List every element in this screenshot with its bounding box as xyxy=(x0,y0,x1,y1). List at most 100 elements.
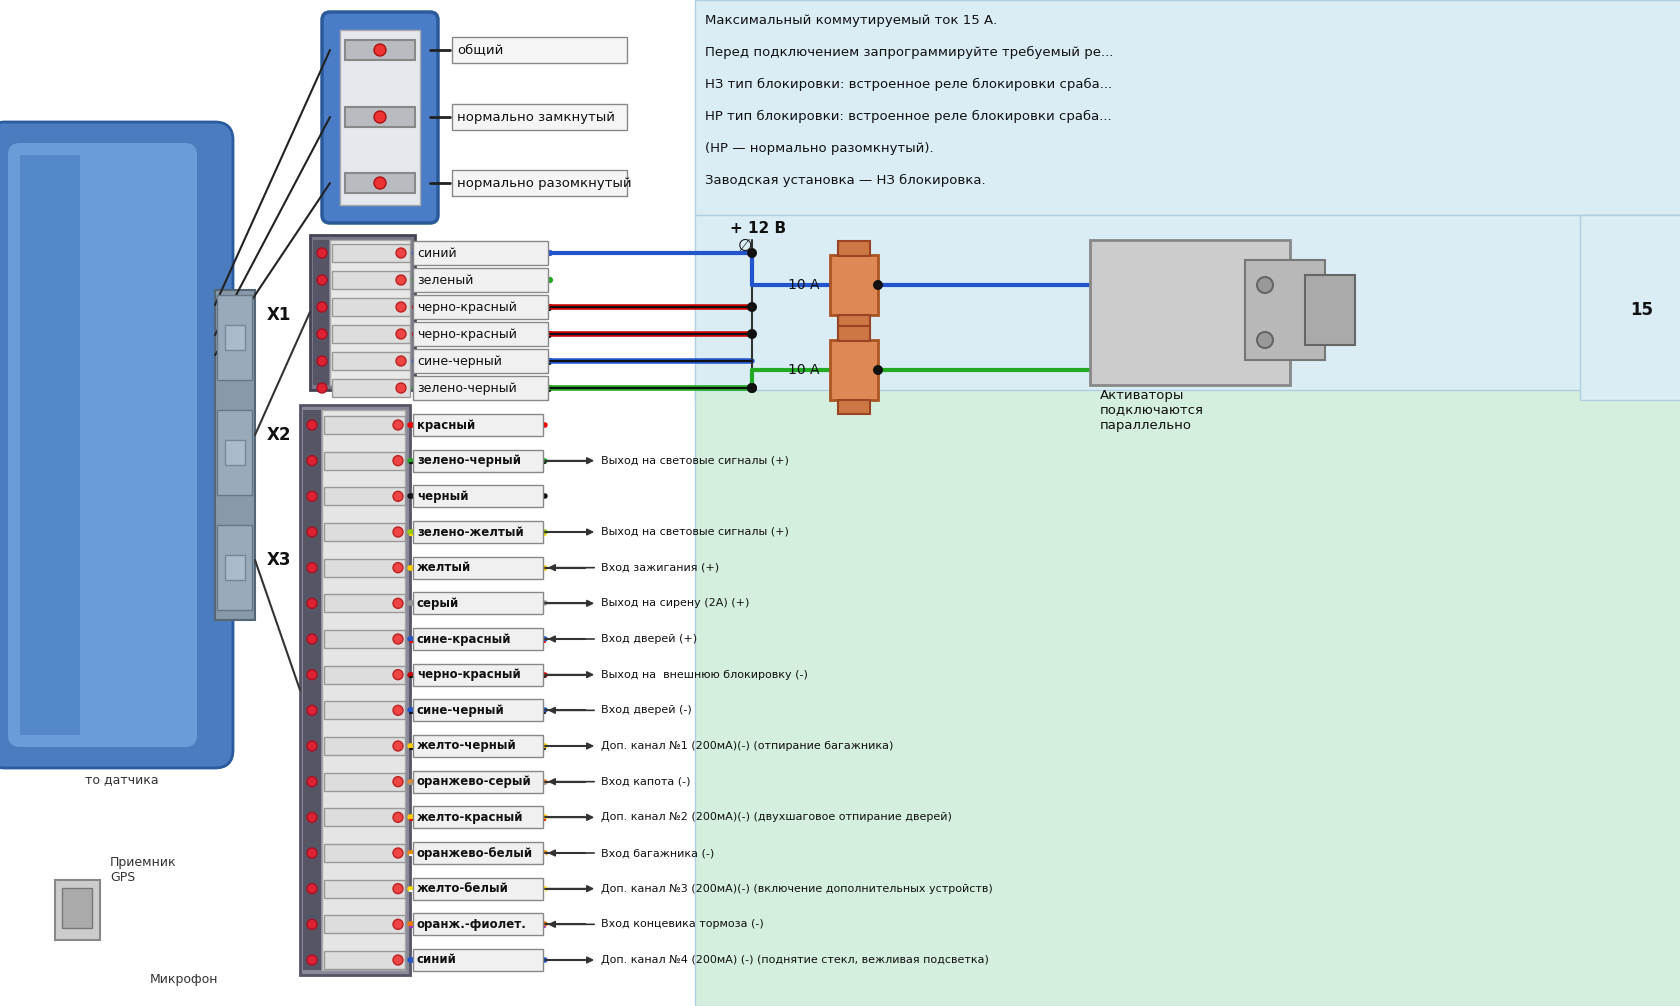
Text: нормально разомкнутый: нормально разомкнутый xyxy=(457,176,632,189)
Bar xyxy=(324,666,405,684)
Bar xyxy=(324,487,405,505)
Text: желто-красный: желто-красный xyxy=(417,811,522,824)
Text: Доп. канал №4 (200мА) (-) (поднятие стекл, вежливая подсветка): Доп. канал №4 (200мА) (-) (поднятие стек… xyxy=(601,955,988,965)
Circle shape xyxy=(746,383,756,393)
Circle shape xyxy=(393,634,403,644)
Bar xyxy=(339,30,420,205)
Bar xyxy=(413,485,543,507)
Text: 10 А: 10 А xyxy=(788,278,820,292)
Text: Микрофон: Микрофон xyxy=(150,974,218,987)
Bar xyxy=(333,352,410,370)
Text: Вход дверей (-): Вход дверей (-) xyxy=(601,705,692,715)
Text: X3: X3 xyxy=(267,551,291,569)
Circle shape xyxy=(307,491,318,501)
Bar xyxy=(413,628,543,650)
Text: (НР — нормально разомкнутый).: (НР — нормально разомкнутый). xyxy=(704,142,932,155)
Circle shape xyxy=(307,883,318,893)
Bar xyxy=(333,298,410,316)
Text: оранжево-белый: оранжево-белый xyxy=(417,846,533,859)
Text: черный: черный xyxy=(417,490,469,503)
Circle shape xyxy=(1257,332,1272,348)
Circle shape xyxy=(393,777,403,787)
Bar xyxy=(20,155,81,735)
Text: Активаторы
подключаются
параллельно: Активаторы подключаются параллельно xyxy=(1099,388,1203,432)
Circle shape xyxy=(1257,277,1272,293)
Bar xyxy=(413,268,548,292)
Bar xyxy=(838,400,870,414)
Text: оранжево-серый: оранжево-серый xyxy=(417,776,531,788)
Bar xyxy=(413,735,543,757)
Circle shape xyxy=(318,383,328,393)
Circle shape xyxy=(373,44,386,56)
Text: сине-черный: сине-черный xyxy=(417,354,502,367)
Bar xyxy=(324,452,405,470)
Circle shape xyxy=(872,280,882,290)
Text: черно-красный: черно-красный xyxy=(417,301,516,314)
Text: зелено-черный: зелено-черный xyxy=(417,381,516,394)
Text: зелено-черный: зелено-черный xyxy=(417,454,521,467)
Circle shape xyxy=(393,527,403,537)
Text: сине-черный: сине-черный xyxy=(417,704,504,717)
Bar xyxy=(413,414,543,436)
FancyBboxPatch shape xyxy=(0,122,234,768)
Bar xyxy=(217,295,252,380)
Text: желто-черный: желто-черный xyxy=(417,739,516,752)
Circle shape xyxy=(307,812,318,822)
Bar xyxy=(413,807,543,828)
Bar xyxy=(413,699,543,721)
Bar xyxy=(324,701,405,719)
Bar xyxy=(302,410,321,970)
Bar xyxy=(324,558,405,576)
Bar xyxy=(333,244,410,262)
Text: ∅: ∅ xyxy=(738,237,753,255)
Circle shape xyxy=(396,383,407,393)
Bar xyxy=(324,951,405,969)
Text: черно-красный: черно-красный xyxy=(417,328,516,340)
Text: черно-красный: черно-красный xyxy=(417,668,521,681)
Text: Приемник
GPS: Приемник GPS xyxy=(109,856,176,884)
Bar xyxy=(1245,260,1324,360)
Circle shape xyxy=(746,302,756,312)
Bar xyxy=(215,290,255,620)
Circle shape xyxy=(307,919,318,930)
Bar xyxy=(838,315,870,329)
Circle shape xyxy=(318,329,328,339)
Text: красный: красный xyxy=(417,418,475,432)
Bar xyxy=(55,880,99,940)
Bar xyxy=(329,240,410,385)
Text: X1: X1 xyxy=(267,306,291,324)
Text: общий: общий xyxy=(457,43,502,56)
Bar xyxy=(413,771,543,793)
FancyBboxPatch shape xyxy=(323,12,438,223)
Circle shape xyxy=(393,420,403,430)
Circle shape xyxy=(396,302,407,312)
Bar xyxy=(324,630,405,648)
Circle shape xyxy=(393,741,403,751)
Text: синий: синий xyxy=(417,246,457,260)
Text: желтый: желтый xyxy=(417,561,470,574)
FancyBboxPatch shape xyxy=(8,143,197,747)
Circle shape xyxy=(307,741,318,751)
Bar xyxy=(324,879,405,897)
Text: зеленый: зеленый xyxy=(417,274,474,287)
Bar xyxy=(413,949,543,971)
Bar xyxy=(299,405,410,975)
Bar xyxy=(838,326,870,341)
Circle shape xyxy=(307,670,318,680)
Bar xyxy=(225,325,245,350)
Bar xyxy=(312,240,329,385)
Bar xyxy=(452,170,627,196)
Bar xyxy=(413,664,543,686)
Circle shape xyxy=(393,848,403,858)
Text: Вход концевика тормоза (-): Вход концевика тормоза (-) xyxy=(601,919,763,930)
Text: 10 А: 10 А xyxy=(788,363,820,377)
Text: Вход багажника (-): Вход багажника (-) xyxy=(601,848,714,858)
Text: желто-белый: желто-белый xyxy=(417,882,509,895)
Bar xyxy=(413,842,543,864)
Circle shape xyxy=(307,420,318,430)
Text: X2: X2 xyxy=(267,426,291,444)
Circle shape xyxy=(393,883,403,893)
Bar xyxy=(694,390,1680,1006)
Text: синий: синий xyxy=(417,954,457,967)
Circle shape xyxy=(373,177,386,189)
